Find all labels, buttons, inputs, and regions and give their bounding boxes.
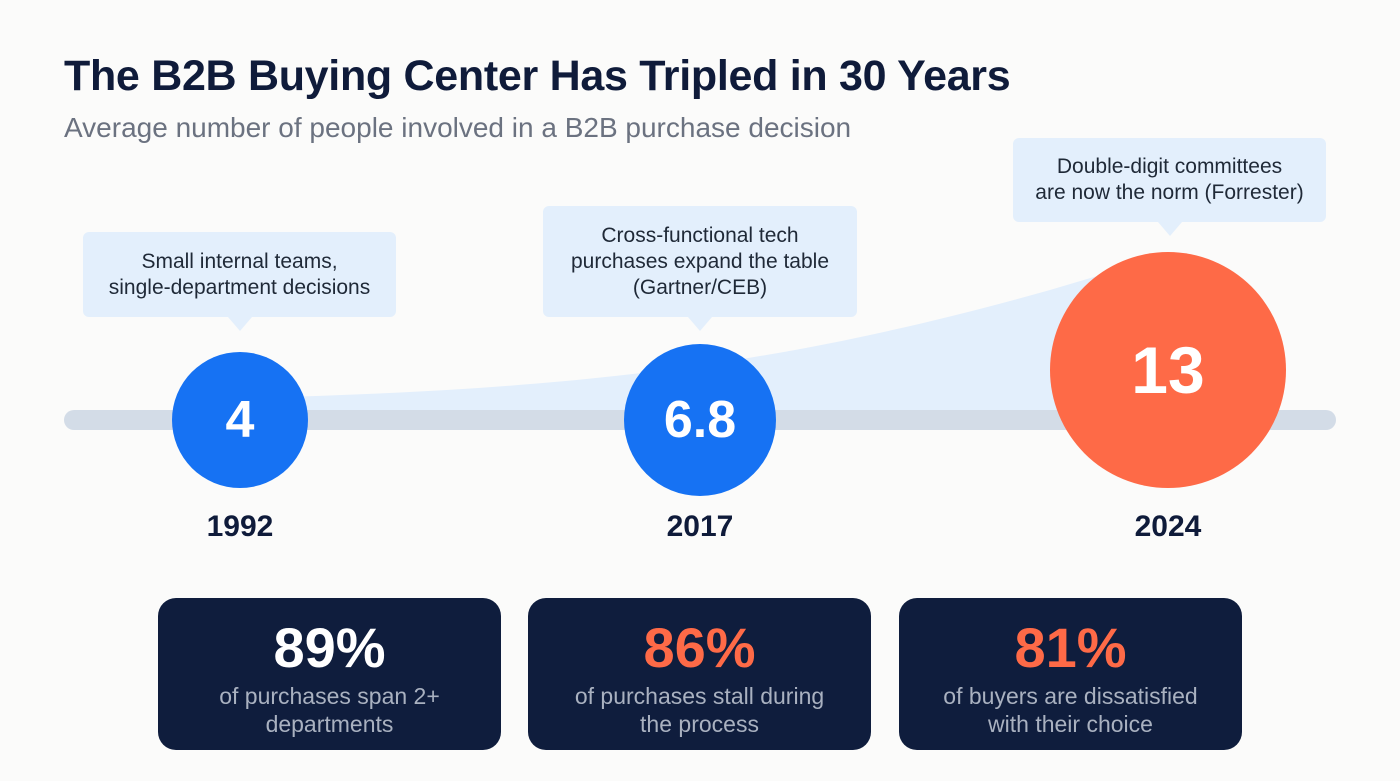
stat-description: of purchases span 2+ departments <box>219 683 440 737</box>
value-circle-1992: 4 <box>172 352 308 488</box>
callout-2024: Double-digit committees are now the norm… <box>1013 138 1326 236</box>
stat-description: of purchases stall during the process <box>574 683 825 737</box>
stat-card-dissatisfied: 81% of buyers are dissatisfied with thei… <box>899 598 1242 750</box>
year-label-2024: 2024 <box>1134 510 1202 543</box>
year-label-2017: 2017 <box>666 510 734 543</box>
value-circle-2024: 13 <box>1050 252 1286 488</box>
value-circle-2017: 6.8 <box>624 344 776 496</box>
stat-card-departments: 89% of purchases span 2+ departments <box>158 598 501 750</box>
stat-value: 81% <box>1014 616 1127 679</box>
stat-description: of buyers are dissatisfied with their ch… <box>943 683 1198 737</box>
page-title: The B2B Buying Center Has Tripled in 30 … <box>64 52 1011 100</box>
callout-1992: Small internal teams, single-department … <box>83 232 396 331</box>
stat-card-stall: 86% of purchases stall during the proces… <box>528 598 871 750</box>
year-label-1992: 1992 <box>206 510 274 543</box>
stat-value: 86% <box>643 616 756 679</box>
growth-area <box>240 255 1168 420</box>
page-subtitle: Average number of people involved in a B… <box>64 112 852 143</box>
stat-value: 89% <box>273 616 386 679</box>
callout-2017: Cross-functional tech purchases expand t… <box>543 206 857 331</box>
